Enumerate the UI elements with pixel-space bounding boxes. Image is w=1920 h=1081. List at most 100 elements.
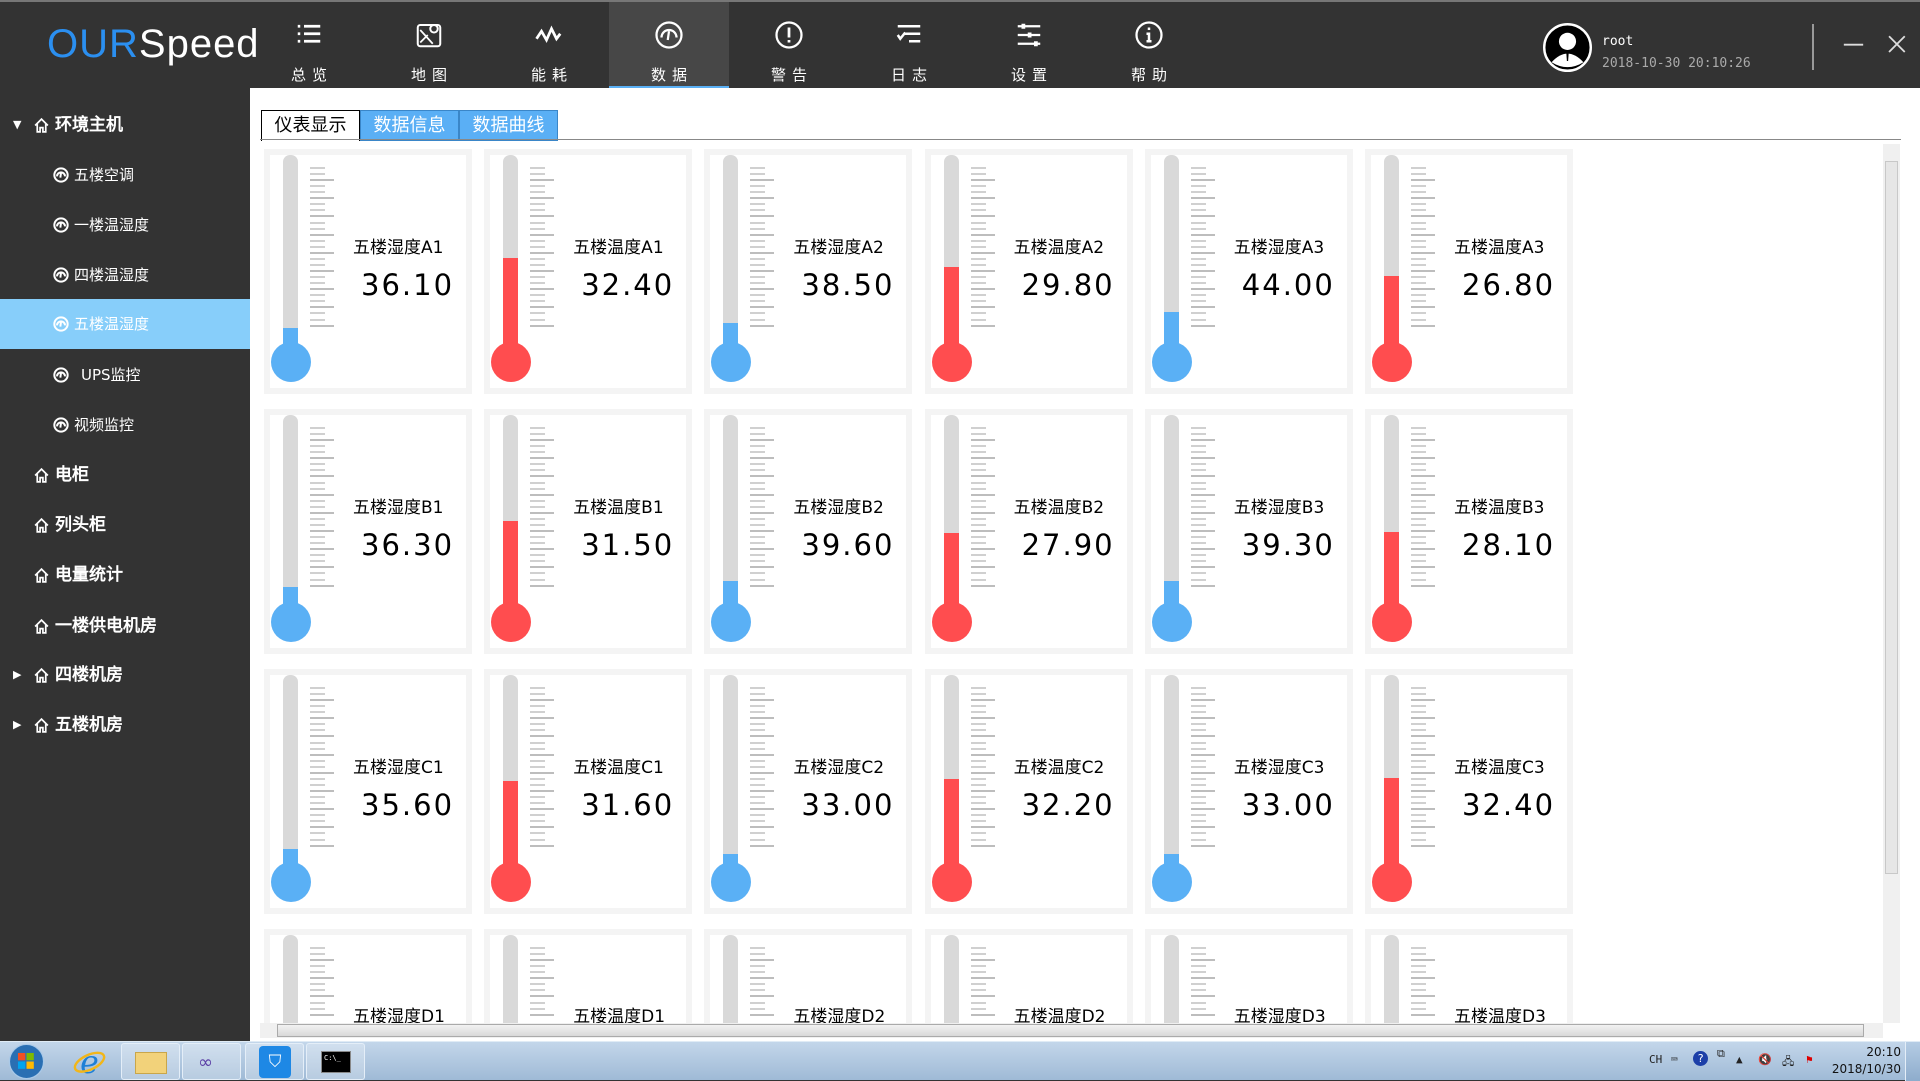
gauge-card[interactable]: 五楼湿度B3 39.30 <box>1150 415 1347 648</box>
monitoring-icon[interactable]: ⛉ <box>245 1043 304 1080</box>
window-switch-icon[interactable]: ⧉ <box>1717 1047 1725 1060</box>
gauge-card[interactable]: 五楼湿度B1 36.30 <box>270 415 466 648</box>
avatar[interactable] <box>1543 23 1592 72</box>
sidebar-item[interactable]: 列头柜 <box>0 500 250 550</box>
scale-tick <box>310 687 325 689</box>
sidebar-item[interactable]: ▶ 五楼机房 <box>0 700 250 750</box>
nav-gauge[interactable]: 数据 <box>609 2 729 90</box>
nav-alert[interactable]: 警告 <box>729 2 849 90</box>
ie-icon[interactable]: e <box>71 1044 108 1078</box>
scale-tick <box>1411 759 1426 762</box>
sidebar-item[interactable]: 视频监控 <box>0 400 250 450</box>
sidebar-item-label: 四楼机房 <box>55 665 123 685</box>
gauge-card[interactable]: 五楼温度B3 28.10 <box>1371 415 1567 648</box>
language-indicator[interactable]: CH <box>1649 1053 1663 1066</box>
keyboard-icon[interactable]: ⌨ <box>1671 1053 1678 1066</box>
vertical-scroll-thumb[interactable] <box>1885 161 1898 874</box>
scale-tick <box>1190 771 1215 774</box>
gauge-card[interactable]: 五楼湿度C3 33.00 <box>1150 675 1347 908</box>
scale-tick <box>970 523 986 526</box>
gauge-card[interactable]: 五楼湿度B2 39.60 <box>710 415 907 648</box>
gauge-card[interactable]: 五楼温度D1 <box>490 935 687 1027</box>
gauge-card[interactable]: 五楼温度D2 <box>930 935 1127 1027</box>
nav-log[interactable]: 日志 <box>849 2 969 90</box>
home-icon <box>34 618 49 634</box>
gauge-card[interactable]: 五楼温度C3 32.40 <box>1371 675 1567 908</box>
sidebar-item[interactable]: ▶ 四楼机房 <box>0 650 250 700</box>
scale-tick <box>530 699 555 702</box>
sidebar-item[interactable]: UPS监控 <box>0 350 250 400</box>
scale-tick <box>530 705 546 708</box>
caret-right-icon[interactable]: ▶ <box>13 668 22 681</box>
gauge-card[interactable]: 五楼温度A2 29.80 <box>930 155 1127 388</box>
tab[interactable]: 仪表显示 <box>261 110 360 141</box>
vertical-scrollbar[interactable] <box>1883 144 1900 1023</box>
explorer-icon[interactable] <box>121 1043 180 1080</box>
scale-tick <box>530 566 555 569</box>
help-tray-icon[interactable]: ? <box>1693 1051 1708 1066</box>
gauge-card[interactable]: 五楼温度B1 31.50 <box>490 415 687 648</box>
scale-tick <box>310 191 325 194</box>
show-hidden-icons[interactable]: ▲ <box>1736 1053 1743 1066</box>
sidebar-item[interactable]: 电量统计 <box>0 550 250 600</box>
network-icon[interactable]: 🖧 <box>1782 1055 1795 1068</box>
gauge-card[interactable]: 五楼湿度C1 35.60 <box>270 675 466 908</box>
scale-tick <box>750 759 766 762</box>
nav-sliders[interactable]: 设置 <box>969 2 1089 90</box>
action-center-icon[interactable]: ⚑ <box>1806 1053 1813 1066</box>
horizontal-scrollbar[interactable] <box>260 1023 1883 1038</box>
caret-down-icon[interactable]: ▼ <box>13 118 22 131</box>
sidebar-item[interactable]: 一楼供电机房 <box>0 601 250 651</box>
scale-tick <box>970 257 986 260</box>
close-icon[interactable] <box>1883 29 1912 58</box>
scale-tick <box>970 753 995 756</box>
nav-list[interactable]: 总览 <box>249 2 369 90</box>
gauge-card[interactable]: 五楼湿度A2 38.50 <box>710 155 907 388</box>
taskbar-clock[interactable]: 20:10 2018/10/30 <box>1825 1044 1901 1078</box>
scale-tick <box>530 257 546 260</box>
gauge-card[interactable]: 五楼温度A1 32.40 <box>490 155 687 388</box>
scale-tick <box>310 221 325 224</box>
nav-map[interactable]: 地图 <box>369 2 489 90</box>
scale-tick <box>310 257 325 260</box>
gauge-card[interactable]: 五楼温度B2 27.90 <box>930 415 1127 648</box>
show-desktop-button[interactable] <box>1905 1042 1920 1081</box>
tab[interactable]: 数据曲线 <box>459 110 558 141</box>
gauge-card[interactable]: 五楼湿度D3 <box>1150 935 1347 1027</box>
gauge-card[interactable]: 五楼温度A3 26.80 <box>1371 155 1567 388</box>
gauge-card[interactable]: 五楼温度C2 32.20 <box>930 675 1127 908</box>
gauge-card[interactable]: 五楼湿度D1 <box>270 935 466 1027</box>
horizontal-scroll-thumb[interactable] <box>277 1024 1864 1037</box>
scale-tick <box>310 820 325 823</box>
sidebar-item[interactable]: 一楼温湿度 <box>0 200 250 250</box>
gauge-card[interactable]: 五楼湿度C2 33.00 <box>710 675 907 908</box>
gauge-card[interactable]: 五楼温度D3 <box>1371 935 1567 1027</box>
start-button[interactable] <box>7 1043 46 1080</box>
scale-tick <box>1411 717 1435 720</box>
sidebar-item[interactable]: 五楼空调 <box>0 150 250 200</box>
scale-tick <box>1190 203 1206 206</box>
nav-info[interactable]: 帮助 <box>1089 2 1209 90</box>
sidebar-item[interactable]: 五楼温湿度 <box>0 299 250 349</box>
scale-tick <box>750 270 775 273</box>
caret-right-icon[interactable]: ▶ <box>13 718 22 731</box>
gauge-card[interactable]: 五楼湿度D2 <box>710 935 907 1027</box>
gauge-card[interactable]: 五楼湿度A3 44.00 <box>1150 155 1347 388</box>
gauge-card[interactable]: 五楼温度C1 31.60 <box>490 675 687 908</box>
thermometer-level <box>943 533 959 623</box>
scale-tick <box>1411 693 1426 696</box>
sidebar-item[interactable]: 电柜 <box>0 450 250 500</box>
gauge-card[interactable]: 五楼湿度A1 36.10 <box>270 155 466 388</box>
sidebar-item[interactable]: ▼ 环境主机 <box>0 100 250 150</box>
scale-tick <box>750 451 766 454</box>
volume-muted-icon[interactable]: 🔇 <box>1758 1053 1772 1066</box>
nav-pulse[interactable]: 能耗 <box>489 2 609 90</box>
minimize-icon[interactable] <box>1839 29 1868 58</box>
tab[interactable]: 数据信息 <box>360 110 459 141</box>
sidebar-item[interactable]: 四楼温湿度 <box>0 250 250 300</box>
cmd-icon[interactable]: C:\_ <box>306 1043 365 1080</box>
scale-tick <box>1190 257 1206 260</box>
scale-tick <box>530 753 555 756</box>
infinity-app-icon[interactable]: ∞ <box>182 1043 241 1080</box>
scale-tick <box>1190 802 1206 805</box>
